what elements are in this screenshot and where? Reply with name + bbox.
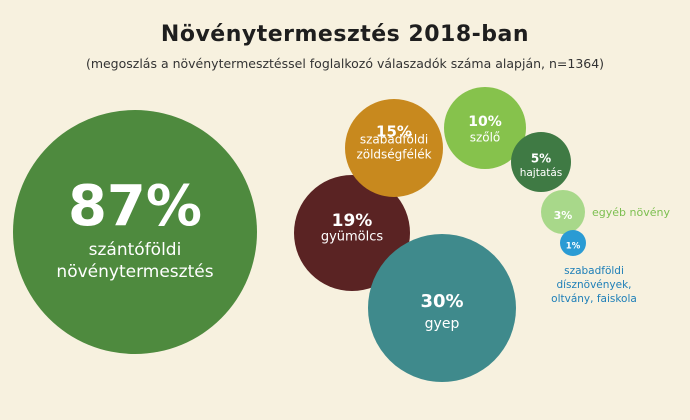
bubble-category-label: szántóföldi — [89, 240, 182, 260]
bubble-6: 3% egyéb növény — [541, 190, 670, 234]
bubble-circle — [294, 175, 410, 291]
bubble-category-label: zöldségfélék — [356, 148, 431, 162]
bubble-category-label: szőlő — [470, 131, 501, 145]
bubble-3: 30% gyep — [368, 234, 516, 382]
bubble-value-label: 30% — [420, 291, 463, 312]
bubble-value-label: 10% — [468, 114, 502, 130]
bubble-category-label: hajtatás — [520, 167, 563, 179]
bubble-circle — [560, 230, 586, 256]
bubble-category-label: gyümölcs — [321, 230, 384, 245]
chart-title: Növénytermesztés 2018-ban — [160, 22, 530, 47]
bubble-circle — [541, 190, 585, 234]
bubble-value-label: 3% — [554, 209, 573, 222]
bubble-4: 10%szőlő — [444, 87, 526, 169]
bubble-category-label: szabadföldi — [564, 265, 624, 277]
bubble-circle — [444, 87, 526, 169]
bubble-circle — [368, 234, 516, 382]
bubble-7: 1% szabadföldi dísznövények, oltvány, faisk… — [551, 230, 637, 305]
bubble-category-label: gyep — [425, 316, 460, 332]
bubble-category-label: dísznövények, — [556, 279, 631, 291]
bubble-category-label: növénytermesztés — [56, 262, 213, 282]
bubble-category-label: oltvány, faiskola — [551, 293, 637, 305]
bubble-value-label: 87% — [68, 174, 202, 239]
chart-subtitle: (megoszlás a növénytermesztéssel foglalk… — [85, 56, 605, 71]
bubble-1: 19%gyümölcs — [294, 175, 410, 291]
bubble-value-label: 19% — [332, 211, 373, 231]
bubble-circle — [511, 132, 571, 192]
bubble-circle — [345, 99, 443, 197]
bubble-value-label: 1% — [566, 242, 581, 252]
bubble-circle — [13, 110, 257, 354]
bubble-5: 5%hajtatás — [511, 132, 571, 192]
bubble-category-label: egyéb növény — [592, 206, 670, 219]
bubble-value-label: 15% — [376, 123, 412, 141]
bubble-value-label: 5% — [531, 152, 551, 166]
bubble-category-label: szabadföldi — [360, 133, 428, 147]
